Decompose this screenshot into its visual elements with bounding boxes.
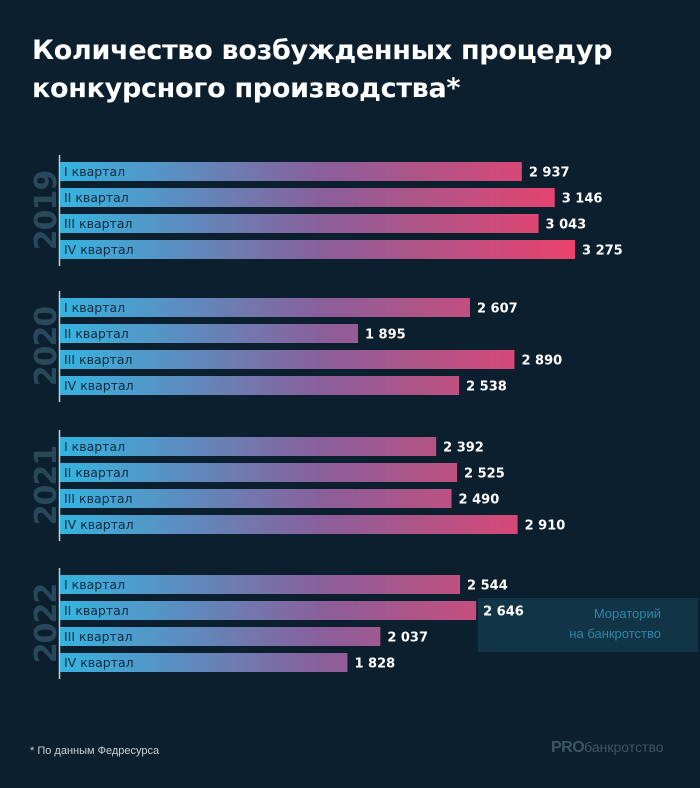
category-label: I квартал [64,164,125,179]
category-label: III квартал [64,352,132,367]
bar [60,437,437,456]
value-label: 2 646 [483,605,524,620]
value-label: 2 392 [443,441,484,456]
category-label: IV квартал [64,655,134,670]
bar [60,515,518,534]
bar [60,575,461,594]
category-label: IV квартал [64,378,134,393]
category-label: III квартал [64,629,132,644]
value-label: 2 890 [521,354,562,369]
category-label: III квартал [64,491,132,506]
category-label: I квартал [64,300,125,315]
bar [60,627,381,646]
category-label: IV квартал [64,517,134,532]
year-label: 2020 [29,307,64,387]
value-label: 3 275 [582,244,623,259]
year-label: 2019 [29,171,64,251]
year-label: 2022 [29,584,64,664]
bar [60,653,348,672]
category-label: II квартал [64,465,129,480]
bar [60,188,555,207]
logo-text: банкротство [584,739,664,755]
bar [60,350,515,369]
category-label: II квартал [64,603,129,618]
bar [60,324,358,343]
value-label: 1 895 [365,328,406,343]
year-label: 2021 [29,446,64,526]
moratorium-label-line: на банкротство [569,626,661,641]
source-footnote: * По данным Федресурса [30,745,160,757]
moratorium-label-line: Мораторий [594,606,661,621]
value-label: 2 607 [477,302,518,317]
logo-pro: PRO [551,739,585,756]
value-label: 3 146 [562,192,603,207]
value-label: 2 037 [387,631,428,646]
bar [60,240,575,259]
category-label: IV квартал [64,242,134,257]
year-group-2021: 2021 I квартал 2 392 II квартал 2 525 III ква… [29,430,565,541]
year-group-2022: Мораторий на банкротство 2022 I квартал 2 54… [29,568,698,679]
category-label: I квартал [64,439,125,454]
bar [60,214,539,233]
chart-title: Количество возбужденных процедур конкурсн… [32,32,612,108]
value-label: 1 828 [354,657,395,672]
title-line-1: Количество возбужденных процедур [32,35,613,66]
bar [60,298,470,317]
year-group-2020: 2020 I квартал 2 607 II квартал 1 895 III ква… [29,291,562,402]
title-line-2: конкурсного производства* [32,73,461,104]
value-label: 3 043 [546,218,587,233]
bar [60,601,477,620]
value-label: 2 490 [459,493,500,508]
bar [60,463,458,482]
value-label: 2 525 [464,467,505,482]
category-label: III квартал [64,216,132,231]
category-label: II квартал [64,190,129,205]
category-label: I квартал [64,577,125,592]
value-label: 2 910 [525,519,566,534]
category-label: II квартал [64,326,129,341]
brand-logo: PROбанкротство [551,739,664,757]
value-label: 2 538 [466,380,507,395]
year-group-2019: 2019 I квартал 2 937 II квартал 3 146 III ква… [29,155,623,266]
bar [60,489,452,508]
value-label: 2 937 [529,166,570,181]
value-label: 2 544 [467,579,508,594]
moratorium-box [478,598,698,652]
bar [60,376,460,395]
bar [60,162,522,181]
